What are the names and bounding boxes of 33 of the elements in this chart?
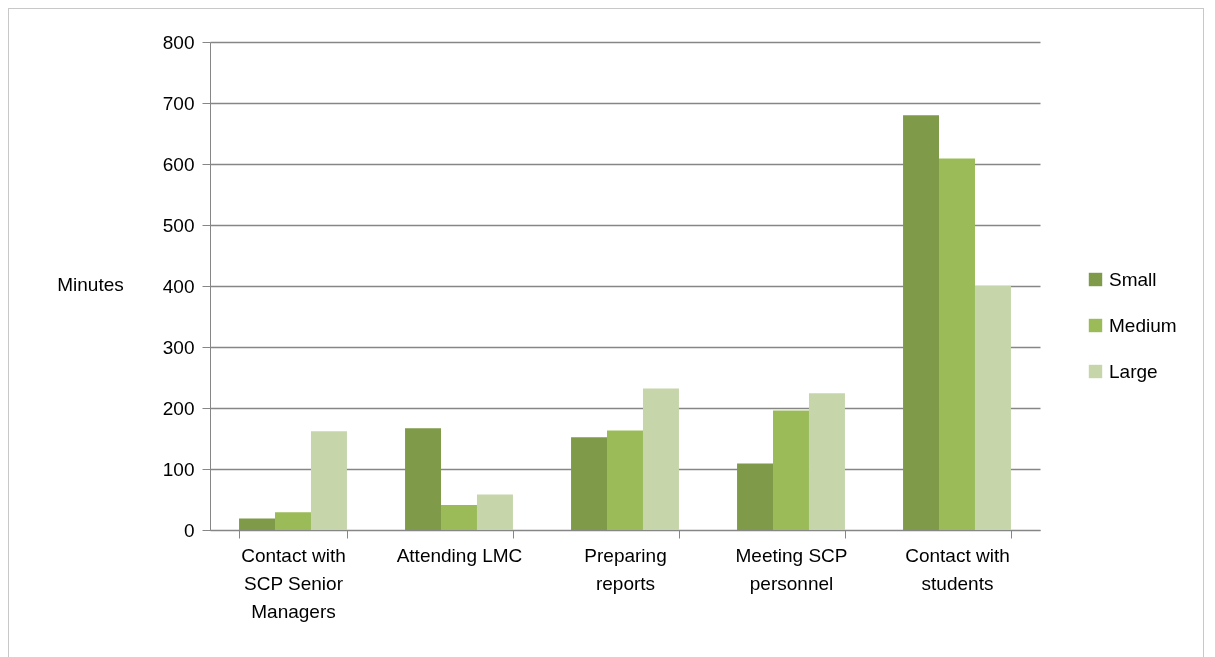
y-axis-title: Minutes	[57, 273, 124, 295]
bar	[808, 393, 845, 530]
bar	[974, 286, 1011, 530]
bar	[903, 115, 940, 530]
bar	[737, 463, 774, 530]
x-tick-label: Meeting SCP personnel	[735, 544, 848, 594]
bar	[939, 158, 975, 530]
x-tick-label: Contact with SCP Senior Managers	[241, 544, 346, 622]
bar	[441, 504, 477, 530]
bar	[239, 518, 276, 530]
bar	[607, 430, 643, 530]
legend-label: Large	[1109, 360, 1158, 382]
y-tick-label: 500	[162, 214, 195, 236]
bar	[275, 512, 311, 530]
bar	[476, 494, 513, 530]
y-tick-label: 600	[162, 153, 195, 175]
bar	[310, 431, 347, 530]
x-tick-label: Contact with students	[905, 544, 1010, 594]
legend-label: Medium	[1109, 314, 1177, 336]
y-tick-label: 0	[183, 519, 195, 541]
y-tick-label: 300	[162, 336, 195, 358]
legend-label: Small	[1109, 268, 1157, 290]
bar	[405, 428, 442, 530]
y-tick-label: 100	[162, 458, 195, 480]
bar	[773, 410, 809, 530]
y-tick-label: 800	[162, 31, 195, 53]
y-tick-label: 700	[162, 92, 195, 114]
bar	[571, 437, 608, 530]
y-tick-label: 200	[162, 397, 195, 419]
x-tick-label: Preparing reports	[584, 544, 667, 594]
x-tick-label: Attending LMC	[396, 544, 523, 566]
y-tick-label: 400	[162, 275, 195, 297]
bar	[642, 388, 679, 530]
